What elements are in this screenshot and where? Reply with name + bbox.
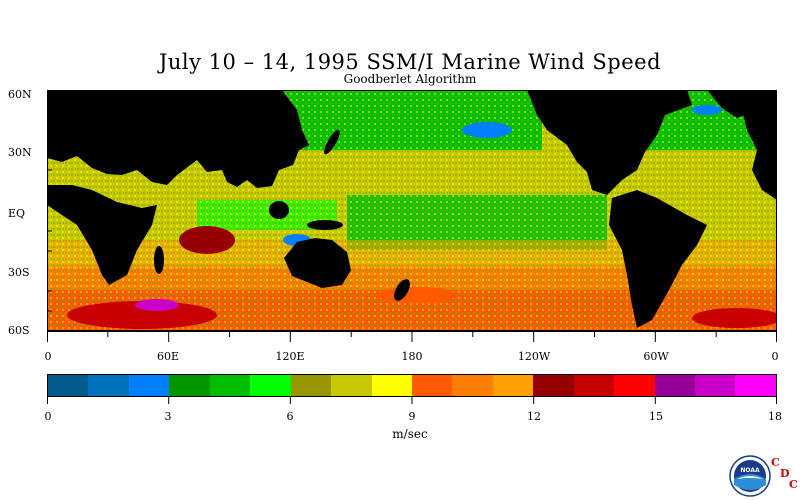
colorbar-label-15: 15	[649, 410, 663, 423]
colorbar-label-6: 6	[286, 410, 294, 423]
lon-label-60w: 60W	[643, 350, 669, 363]
map-title: July 10 – 14, 1995 SSM/I Marine Wind Spe…	[158, 50, 662, 74]
colorbar-ticks	[47, 397, 777, 404]
colorbar-segment	[735, 375, 776, 396]
noaa-logo-text: NOAA	[740, 467, 760, 474]
lat-label-30s: 30S	[8, 266, 30, 279]
land-europe-west	[742, 90, 777, 200]
land-south-america	[609, 190, 707, 328]
land-borneo	[269, 201, 289, 219]
colorbar-segment	[290, 375, 332, 396]
high-wind-patch-atlantic	[692, 308, 777, 328]
land-north-america	[527, 90, 692, 195]
colorbar-label-3: 3	[164, 410, 172, 423]
land-africa	[47, 185, 157, 285]
lat-label-eq: EQ	[8, 207, 26, 220]
lon-axis	[47, 332, 777, 342]
high-wind-core-indian	[135, 299, 179, 311]
colorbar-segment	[614, 375, 655, 396]
lon-label-120w: 120W	[517, 350, 551, 363]
colorbar-segment	[331, 375, 372, 396]
lat-ticks	[47, 109, 52, 312]
wind-speed-map	[47, 90, 777, 332]
colorbar-segment	[695, 375, 736, 396]
calm-patch-pacific	[462, 122, 512, 138]
colorbar-label-0: 0	[44, 410, 52, 423]
land-new-zealand	[394, 279, 410, 301]
high-wind-patch-indian	[67, 301, 217, 329]
cdc-letter-c1: C	[771, 456, 780, 469]
colorbar-label-18: 18	[768, 410, 782, 423]
lat-label-60s: 60S	[8, 324, 30, 337]
land-eurasia	[47, 90, 309, 188]
colorbar-segment	[492, 375, 534, 396]
colorbar-segment	[48, 375, 89, 396]
lon-label-0-right: 0	[771, 350, 779, 363]
lon-label-0: 0	[44, 350, 52, 363]
high-wind-patch-arabian	[179, 226, 235, 254]
map-frame	[47, 90, 777, 332]
colorbar-segment	[128, 375, 170, 396]
colorbar-segment	[169, 375, 210, 396]
lon-label-60e: 60E	[156, 350, 180, 363]
colorbar-segment	[371, 375, 412, 396]
lon-label-120e: 120E	[275, 350, 305, 363]
color-legend-bar	[47, 374, 777, 397]
noaa-logo-icon: NOAA	[729, 455, 771, 497]
colorbar-unit: m/sec	[392, 427, 428, 441]
colorbar-segment	[654, 375, 695, 396]
colorbar-label-9: 9	[408, 410, 416, 423]
cdc-letter-c2: C	[789, 478, 798, 491]
lon-label-180: 180	[401, 350, 423, 363]
land-madagascar	[154, 246, 164, 274]
colorbar-segment	[452, 375, 493, 396]
land-australia	[284, 238, 351, 288]
colorbar-segment	[573, 375, 615, 396]
colorbar-segment	[411, 375, 453, 396]
colorbar-label-12: 12	[527, 410, 541, 423]
map-subtitle: Goodberlet Algorithm	[343, 72, 477, 86]
land-new-guinea	[307, 220, 343, 230]
colorbar-segment	[88, 375, 129, 396]
land-japan	[324, 129, 340, 155]
calm-patch-atlantic	[692, 105, 722, 115]
colorbar-segment	[209, 375, 251, 396]
high-wind-patch-pacific	[377, 287, 457, 303]
colorbar-segment	[533, 375, 574, 396]
colorbar-segment	[250, 375, 291, 396]
cdc-letter-d: D	[780, 467, 790, 480]
lat-label-60n: 60N	[8, 88, 32, 101]
lat-label-30n: 30N	[8, 146, 32, 159]
